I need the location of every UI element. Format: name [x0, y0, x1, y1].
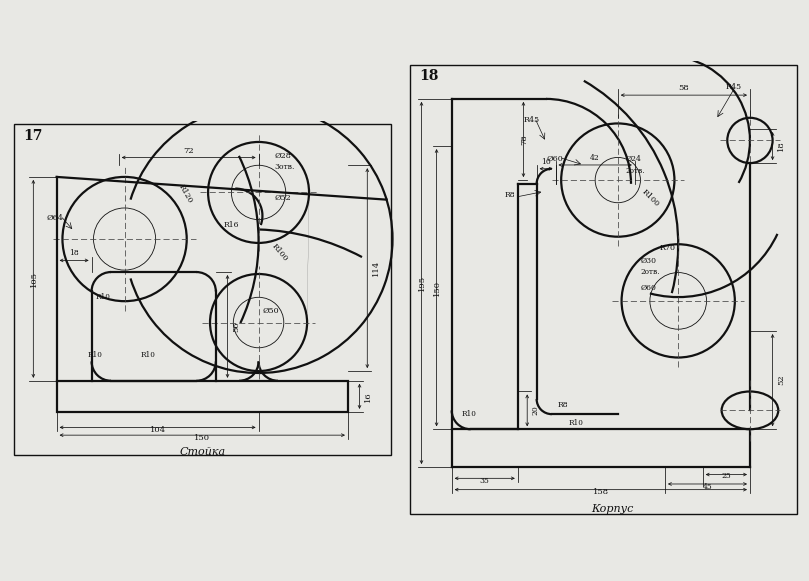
Text: 3отв.: 3отв.	[274, 163, 294, 171]
Bar	[57, 381, 348, 412]
Text: 16: 16	[364, 391, 372, 401]
Text: Ø24: Ø24	[625, 155, 642, 163]
Text: 150: 150	[194, 434, 210, 442]
Text: Ø64: Ø64	[47, 214, 64, 221]
Text: 158: 158	[593, 488, 609, 496]
Text: R10: R10	[140, 352, 155, 360]
Text: R16: R16	[223, 221, 239, 229]
Text: R70: R70	[659, 244, 676, 252]
Text: R10: R10	[87, 352, 103, 360]
Text: 52: 52	[777, 375, 786, 385]
Text: 72: 72	[184, 146, 194, 155]
Text: 18: 18	[420, 69, 439, 83]
Text: 195: 195	[418, 275, 426, 291]
Text: 2отв.: 2отв.	[625, 167, 645, 174]
Text: Корпус: Корпус	[591, 504, 633, 514]
Text: Ø30: Ø30	[641, 257, 656, 265]
Text: 35: 35	[480, 477, 489, 485]
Text: Ø50: Ø50	[262, 307, 279, 315]
Text: R45: R45	[726, 84, 742, 91]
Text: Стойка: Стойка	[179, 447, 226, 457]
Text: 20: 20	[532, 406, 540, 415]
Text: 10: 10	[541, 158, 551, 166]
Text: 17: 17	[23, 129, 43, 143]
Text: 114: 114	[372, 260, 380, 277]
Text: R100: R100	[270, 242, 290, 263]
Text: R120: R120	[177, 182, 194, 204]
Text: 104: 104	[150, 426, 166, 434]
Text: R100: R100	[641, 188, 661, 209]
Text: R10: R10	[461, 410, 476, 418]
Text: Ø60: Ø60	[546, 155, 563, 163]
Text: 105: 105	[30, 271, 38, 287]
Text: R8: R8	[505, 191, 515, 199]
Text: R10: R10	[95, 293, 110, 301]
Text: Ø60: Ø60	[641, 284, 656, 292]
Text: 25: 25	[722, 472, 731, 480]
Text: 58: 58	[679, 84, 689, 92]
Text: 42: 42	[591, 154, 600, 162]
Text: 2отв.: 2отв.	[641, 268, 660, 277]
Text: Ø52: Ø52	[274, 194, 291, 202]
Text: 18: 18	[777, 141, 786, 152]
Text: R8: R8	[557, 400, 568, 408]
Text: R45: R45	[523, 116, 540, 124]
Text: 150: 150	[434, 279, 442, 296]
Text: 56: 56	[232, 321, 240, 332]
Text: R10: R10	[569, 419, 583, 428]
Text: 18: 18	[70, 249, 79, 257]
Text: Ø28: Ø28	[274, 152, 291, 160]
Text: 78: 78	[520, 134, 528, 145]
Text: 45: 45	[702, 483, 713, 490]
